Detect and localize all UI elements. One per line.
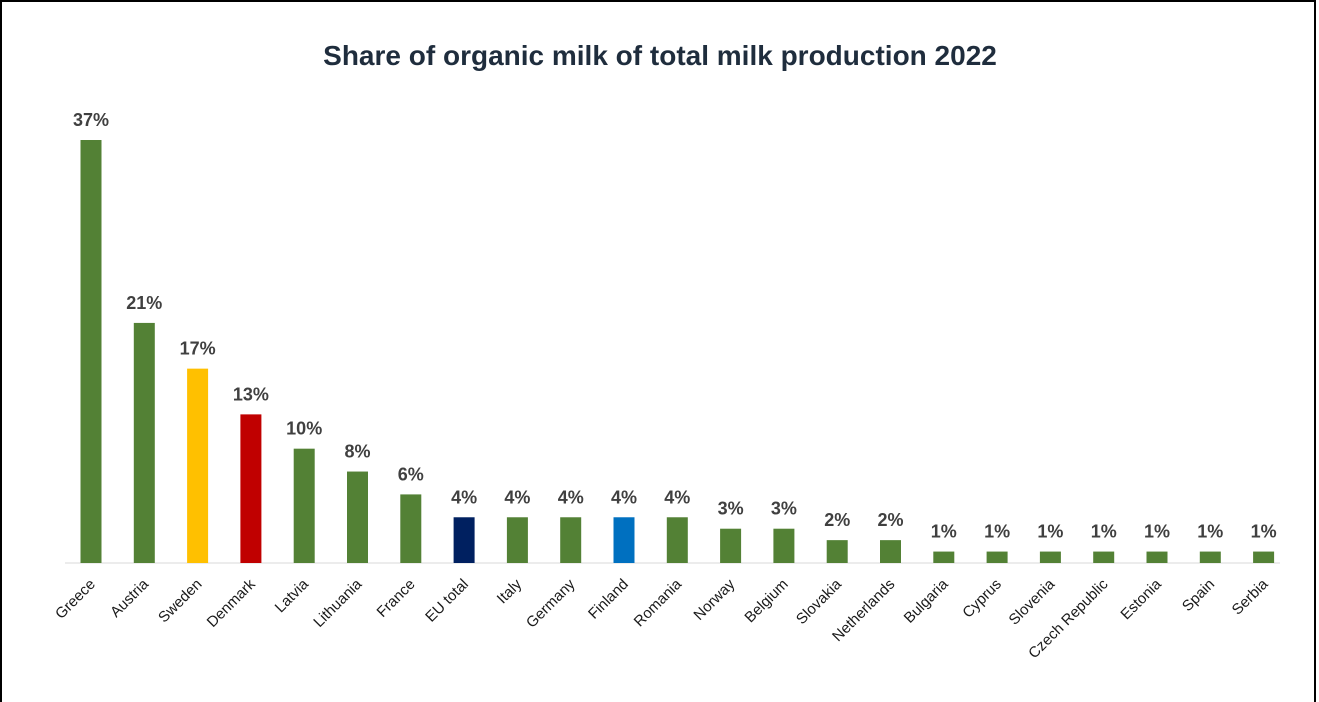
bar-norway	[720, 528, 742, 563]
bar-germany	[560, 517, 582, 563]
data-label: 1%	[1197, 522, 1223, 542]
category-label: France	[374, 576, 419, 621]
data-label: 4%	[664, 487, 690, 507]
bar-czech-republic	[1093, 551, 1115, 563]
bar-italy	[506, 517, 528, 563]
data-label: 17%	[180, 339, 216, 359]
category-label: Finland	[585, 576, 632, 623]
bar-netherlands	[880, 540, 901, 563]
bar-austria	[133, 322, 155, 563]
category-label: Italy	[494, 575, 526, 607]
category-label: Spain	[1179, 576, 1218, 615]
category-label: Serbia	[1229, 575, 1272, 618]
data-label: 3%	[718, 499, 744, 519]
data-label: 3%	[771, 499, 797, 519]
category-label: Cyprus	[959, 576, 1005, 622]
category-label: Denmark	[204, 575, 259, 630]
bar-latvia	[293, 448, 315, 563]
data-label: 4%	[504, 487, 530, 507]
category-label: EU total	[422, 576, 472, 626]
bar-serbia	[1253, 551, 1275, 563]
category-label: Greece	[52, 576, 99, 623]
data-label: 13%	[233, 384, 269, 404]
category-label: Estonia	[1117, 575, 1165, 623]
data-label: 1%	[984, 522, 1010, 542]
bar-lithuania	[347, 471, 368, 563]
data-label: 4%	[558, 487, 584, 507]
category-label: Latvia	[272, 575, 313, 616]
category-label: Slovakia	[793, 575, 846, 628]
data-label: 1%	[931, 522, 957, 542]
category-label: Belgium	[741, 576, 791, 626]
data-label: 21%	[126, 293, 162, 313]
bar-bulgaria	[933, 551, 955, 563]
bar-slovakia	[826, 540, 848, 563]
category-label: Bulgaria	[901, 575, 952, 626]
category-label: Germany	[523, 575, 579, 631]
bar-spain	[1199, 551, 1221, 563]
data-label: 2%	[877, 510, 903, 530]
bar-france	[400, 494, 422, 563]
bar-sweden	[187, 368, 209, 563]
category-label: Romania	[631, 575, 686, 630]
bar-cyprus	[986, 551, 1008, 563]
bar-estonia	[1146, 551, 1168, 563]
category-label: Norway	[690, 575, 738, 623]
data-label: 1%	[1037, 522, 1063, 542]
data-label: 1%	[1251, 522, 1277, 542]
bar-denmark	[240, 414, 262, 563]
data-label: 4%	[451, 487, 477, 507]
bar-slovenia	[1039, 551, 1061, 563]
bar-belgium	[773, 528, 795, 563]
category-label: Lithuania	[310, 575, 366, 631]
data-label: 8%	[344, 442, 370, 462]
category-label: Austria	[107, 575, 152, 620]
data-label: 10%	[286, 419, 322, 439]
data-label: 4%	[611, 487, 637, 507]
data-label: 37%	[73, 110, 109, 130]
category-label: Sweden	[155, 576, 205, 626]
data-label: 1%	[1091, 522, 1117, 542]
data-label: 2%	[824, 510, 850, 530]
data-label: 1%	[1144, 522, 1170, 542]
data-label: 6%	[398, 464, 424, 484]
bar-greece	[80, 140, 102, 563]
category-label: Slovenia	[1006, 575, 1059, 628]
bar-romania	[666, 517, 688, 563]
bar-eu-total	[453, 517, 475, 563]
bar-finland	[613, 517, 635, 563]
chart-title: Share of organic milk of total milk prod…	[323, 40, 997, 71]
